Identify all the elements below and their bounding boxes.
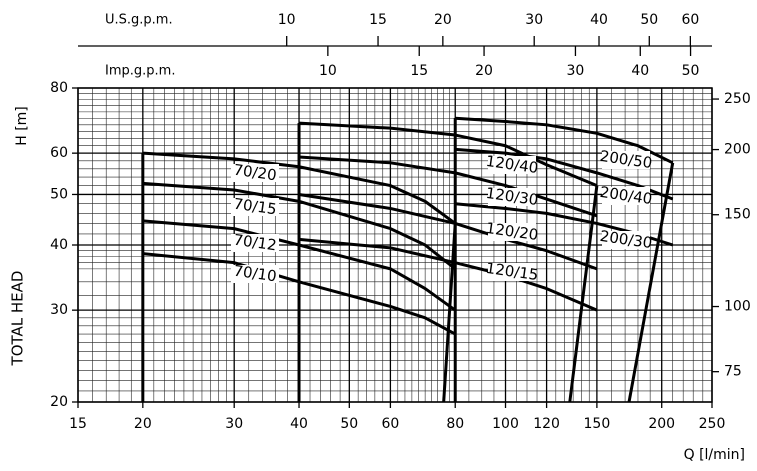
- curve-label-bg: [602, 151, 650, 169]
- pump-curve: [298, 237, 598, 312]
- top-axis-label: Imp.g.p.m.: [105, 64, 175, 79]
- x-tick-label: 15: [69, 416, 87, 432]
- top-tick-label: 40: [631, 63, 649, 79]
- top-tick-label: 20: [434, 12, 452, 28]
- top-tick-label: 60: [681, 12, 699, 28]
- y-tick-label: 80: [50, 80, 68, 96]
- curve-label: 70/10: [232, 262, 277, 286]
- curve-label-bg: [488, 263, 536, 281]
- boundary-line: [442, 223, 457, 403]
- y2-tick-label: 75: [724, 364, 742, 380]
- top-tick-label: 30: [525, 12, 543, 28]
- top-tick-label: 50: [640, 12, 658, 28]
- pump-curve: [142, 219, 457, 312]
- top-tick-label: 15: [410, 63, 428, 79]
- y-tick-label: 40: [50, 237, 68, 253]
- x-tick-label: 100: [492, 416, 519, 432]
- y-axis-title: TOTAL HEAD: [9, 271, 27, 367]
- top-tick-label: 50: [682, 63, 700, 79]
- y2-tick-label: 200: [724, 142, 751, 158]
- curve-label-bg: [231, 198, 279, 216]
- curve-label: 70/20: [232, 161, 277, 185]
- x-tick-label: 200: [648, 416, 675, 432]
- x-tick-label: 40: [290, 416, 308, 432]
- curve-label-bg: [488, 188, 536, 206]
- curve-label-bg: [602, 231, 650, 249]
- y-tick-label: 60: [50, 145, 68, 161]
- x-tick-label: 120: [533, 416, 560, 432]
- curve-label-bg: [231, 164, 279, 182]
- curve-label-bg: [602, 187, 650, 205]
- x-tick-label: 80: [446, 416, 464, 432]
- pump-curve: [455, 116, 674, 165]
- y-tick-label: 20: [50, 394, 68, 410]
- y2-tick-label: 100: [724, 299, 751, 315]
- top-axis-label: U.S.g.p.m.: [105, 13, 173, 28]
- y2-tick-label: 150: [724, 207, 751, 223]
- boundary-line: [627, 162, 675, 403]
- pump-curve: [298, 155, 598, 218]
- curve-label-bg: [488, 156, 536, 174]
- top-tick-label: 20: [475, 63, 493, 79]
- top-tick-label: 40: [590, 12, 608, 28]
- y2-tick-label: 250: [724, 91, 751, 107]
- x-axis-label: Q [l/min]: [684, 447, 745, 463]
- top-tick-label: 10: [278, 12, 296, 28]
- pump-curve: [142, 252, 456, 336]
- y-tick-label: 50: [50, 186, 68, 202]
- x-tick-label: 20: [134, 416, 152, 432]
- pump-curve: [298, 121, 598, 187]
- pump-curve: [298, 192, 598, 271]
- top-tick-label: 30: [567, 63, 585, 79]
- top-tick-label: 10: [319, 63, 337, 79]
- y-tick-label: 30: [50, 302, 68, 318]
- pump-curve: [142, 151, 457, 225]
- curve-label-bg: [488, 223, 536, 241]
- curve-label: 70/15: [232, 195, 277, 219]
- curve-label-bg: [231, 234, 279, 252]
- x-tick-label: 150: [584, 416, 611, 432]
- pump-curve: [142, 181, 457, 271]
- top-tick-label: 15: [369, 12, 387, 28]
- x-tick-label: 30: [225, 416, 243, 432]
- x-tick-label: 250: [699, 416, 726, 432]
- curve-label: 70/12: [232, 231, 277, 255]
- x-tick-label: 60: [381, 416, 399, 432]
- y-axis-label: H [m]: [14, 106, 30, 146]
- curve-label-bg: [231, 265, 279, 283]
- x-tick-label: 50: [340, 416, 358, 432]
